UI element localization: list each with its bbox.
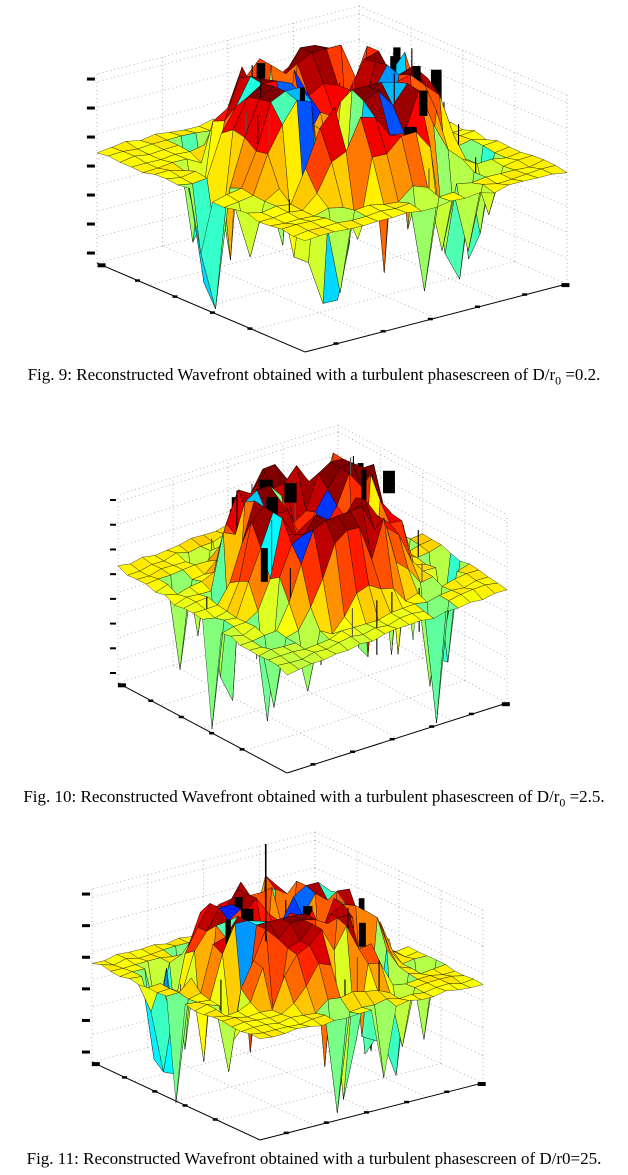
figure-11-caption-text: Reconstructed Wavefront obtained with a … [78,1149,602,1168]
figure-10-caption-value: =2.5. [565,787,605,806]
figure-9-caption-subscript: 0 [555,373,562,388]
figure-9-caption: Fig. 9: Reconstructed Wavefront obtained… [0,364,628,391]
wavefront-surface-plot-11 [81,831,486,1141]
wavefront-surface-plot-10 [110,424,510,774]
figure-9-caption-text: Reconstructed Wavefront obtained with a … [71,365,556,384]
figure-10-caption: Fig. 10: Reconstructed Wavefront obtaine… [0,786,628,813]
figure-10-caption-subscript: 0 [559,795,566,810]
figure-11-caption-label: Fig. 11: [26,1149,79,1168]
figure-10-plot-area [85,422,570,778]
figure-9-caption-label: Fig. 9: [27,365,72,384]
wavefront-surface-plot-9 [86,5,570,353]
figure-11-caption: Fig. 11: Reconstructed Wavefront obtaine… [0,1148,628,1175]
figure-11-plot-area [65,818,570,1144]
figure-10-caption-label: Fig. 10: [23,787,77,806]
figure-9-plot-area [85,2,570,358]
figure-10-caption-text: Reconstructed Wavefront obtained with a … [76,787,560,806]
figure-9-caption-value: =0.2. [561,365,601,384]
